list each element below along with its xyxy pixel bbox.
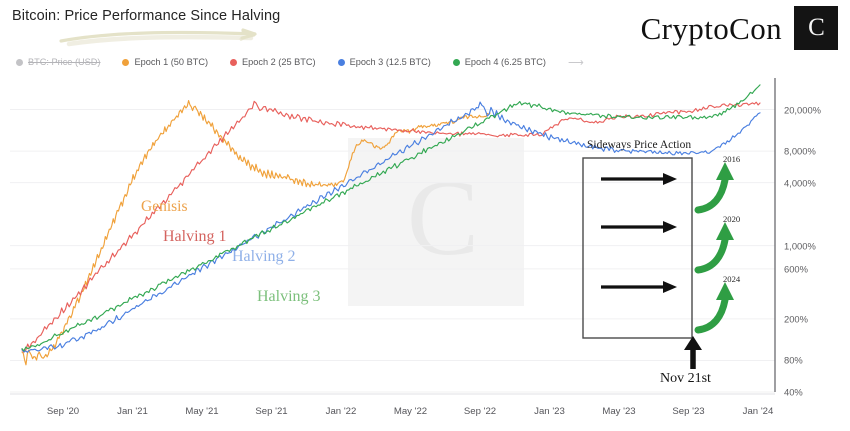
legend-swatch-icon <box>337 58 345 66</box>
y-tick-label-0: 20,000% <box>784 104 822 115</box>
brand-wordmark: CryptoCon <box>640 10 782 46</box>
gridlines <box>10 109 775 393</box>
annotation-sideways-price-action: Sideways Price Action <box>587 139 692 151</box>
legend-item-1[interactable]: Epoch 1 (50 BTC) <box>122 57 208 67</box>
legend-swatch-icon <box>122 58 130 66</box>
legend-item-3[interactable]: Epoch 3 (12.5 BTC) <box>337 57 431 67</box>
brand-mark-icon: C <box>794 6 838 50</box>
x-tick-label-10: Jan '24 <box>742 406 774 417</box>
sideways-arrows <box>601 173 677 293</box>
plot-area: C <box>0 74 850 396</box>
legend-swatch-icon <box>16 58 23 66</box>
x-tick-label-2: May '21 <box>185 406 219 417</box>
y-tick-label-4: 600% <box>784 263 808 275</box>
green-arrow-2024 <box>694 282 734 334</box>
sideways-arrow-1 <box>601 173 677 185</box>
sideways-arrow-3 <box>601 281 677 293</box>
x-tick-label-5: May '22 <box>393 406 428 417</box>
shaded-region <box>348 138 524 306</box>
chart-legend: BTC: Price (USD) Epoch 1 (50 BTC) Epoch 2 … <box>16 54 584 70</box>
annotation-year-2020: 2020 <box>723 214 741 224</box>
annotation-year-2016: 2016 <box>723 154 741 164</box>
x-tick-label-7: Jan '23 <box>534 406 565 417</box>
series-line-2 <box>21 101 761 353</box>
legend-label: Epoch 1 (50 BTC) <box>134 57 209 67</box>
nov-marker-arrow <box>684 336 702 369</box>
green-arrow-2016 <box>694 162 734 214</box>
legend-item-4[interactable]: Epoch 4 (6.25 BTC) <box>452 57 546 67</box>
sideways-arrow-2 <box>601 221 677 233</box>
x-tick-label-8: May '23 <box>602 406 636 417</box>
series-line-3 <box>21 84 761 352</box>
legend-label: Epoch 2 (25 BTC) <box>242 57 316 67</box>
sideways-box <box>582 157 693 339</box>
series-lines <box>21 84 761 366</box>
legend-item-0[interactable]: BTC: Price (USD) <box>16 57 100 67</box>
legend-label: Epoch 3 (12.5 BTC) <box>349 57 431 67</box>
x-tick-label-3: Sep '21 <box>255 406 288 417</box>
brand-logo: CryptoCon C <box>641 6 838 50</box>
y-tick-label-1: 8,000% <box>784 145 816 157</box>
x-tick-label-0: Sep '20 <box>46 406 80 417</box>
legend-swatch-icon <box>452 58 460 66</box>
legend-item-2[interactable]: Epoch 2 (25 BTC) <box>230 57 316 67</box>
x-tick-label-1: Jan '21 <box>117 406 148 417</box>
svg-text:C: C <box>407 159 479 278</box>
green-arrow-2020 <box>694 222 734 274</box>
title-highlight-swoosh <box>59 28 257 47</box>
series-line-1 <box>21 100 761 353</box>
annotation-nov-21st: Nov 21st <box>660 371 711 386</box>
green-up-arrows <box>694 162 734 334</box>
x-tick-label-6: Sep '22 <box>463 406 497 417</box>
legend-label: Epoch 4 (6.25 BTC) <box>464 57 546 67</box>
annotation-year-2024: 2024 <box>723 274 741 284</box>
x-tick-label-9: Sep '23 <box>672 406 705 417</box>
y-tick-label-2: 4,000% <box>784 177 816 189</box>
watermark-logo: C <box>407 159 479 278</box>
y-tick-label-6: 80% <box>784 354 803 366</box>
legend-swatch-icon <box>230 58 238 66</box>
y-tick-label-3: 1,000% <box>784 240 816 252</box>
y-tick-label-5: 200% <box>784 313 808 325</box>
legend-more-arrow-icon[interactable]: ⟶ <box>567 56 584 69</box>
page-title: Bitcoin: Price Performance Since Halving <box>12 8 281 24</box>
legend-label: BTC: Price (USD) <box>28 57 101 67</box>
y-tick-label-7: 40% <box>784 386 803 398</box>
brand-c-glyph: C <box>808 13 825 41</box>
x-tick-label-4: Jan '22 <box>325 406 357 417</box>
